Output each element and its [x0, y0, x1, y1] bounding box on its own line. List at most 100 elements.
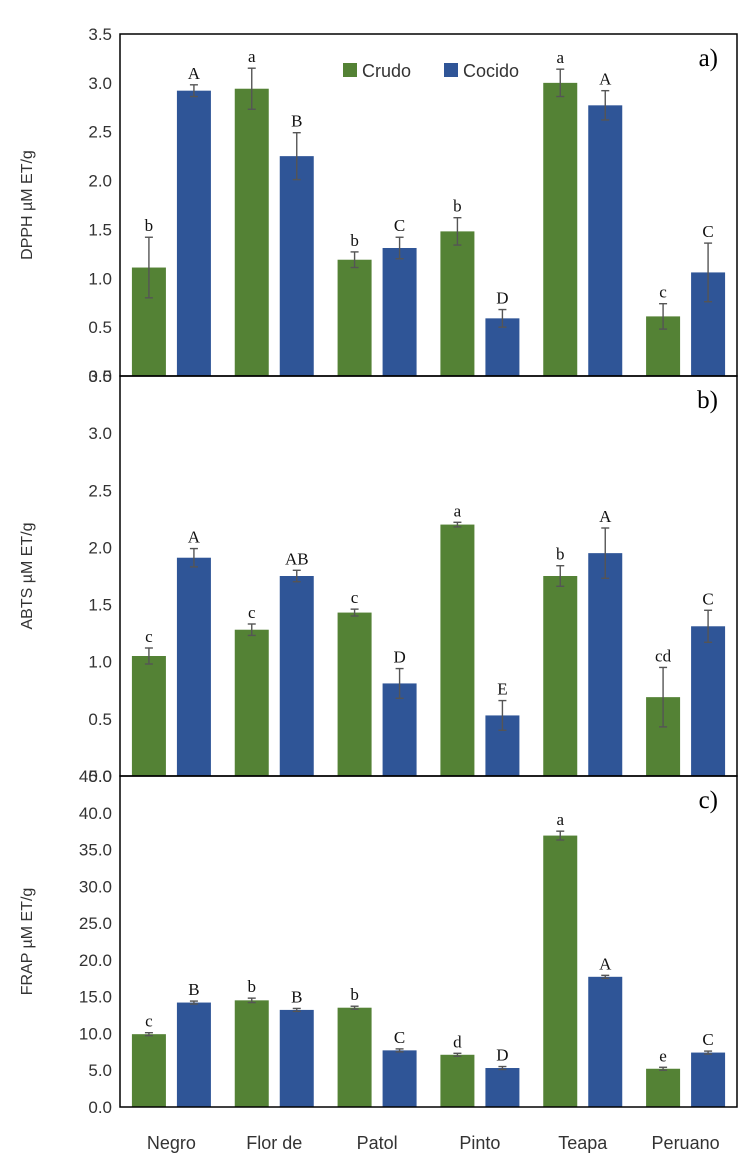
plot-frame — [119, 775, 738, 1108]
plot-frame — [119, 375, 738, 777]
panel-label: a) — [699, 45, 718, 72]
y-tick-label: 20.0 — [79, 951, 112, 970]
significance-letter: b — [453, 197, 462, 216]
bar-crudo-patol — [337, 1007, 372, 1107]
y-tick-label: 5.0 — [88, 1061, 112, 1080]
bar-crudo-flor-de — [234, 629, 269, 776]
y-tick-label: 2.5 — [88, 481, 112, 500]
significance-letter: D — [393, 648, 405, 667]
significance-letter: a — [454, 501, 462, 520]
y-tick-label: 35.0 — [79, 841, 112, 860]
bar-crudo-flor-de — [234, 1000, 269, 1107]
y-tick-label: 3.5 — [88, 367, 112, 386]
y-tick-label: 2.0 — [88, 538, 112, 557]
bar-crudo-teapa — [543, 82, 578, 376]
significance-letter: d — [453, 1032, 462, 1051]
bar-crudo-pinto — [440, 1054, 475, 1107]
bar-crudo-peruano — [646, 1068, 681, 1107]
bar-crudo-flor-de — [234, 88, 269, 376]
bar-crudo-teapa — [543, 835, 578, 1107]
y-tick-label: 2.0 — [88, 172, 112, 191]
significance-letter: c — [145, 1012, 153, 1031]
y-tick-label: 0.5 — [88, 710, 112, 729]
y-tick-label: 1.5 — [88, 596, 112, 615]
significance-letter: c — [145, 627, 153, 646]
bar-crudo-teapa — [543, 576, 578, 776]
significance-letter: B — [188, 980, 199, 999]
bar-cocido-negro — [176, 90, 211, 376]
x-tick-label-peruano: Peruano — [652, 1133, 720, 1153]
bar-cocido-flor-de — [279, 1009, 314, 1107]
y-axis-label: FRAP µM ET/g — [19, 888, 36, 996]
panel-b: 0.0 0.5 1.0 1.5 2.0 2.5 3.0 3.5 ABTS µM ET/g c c c a… — [19, 367, 738, 786]
significance-letter: a — [248, 47, 256, 66]
significance-letter: B — [291, 112, 302, 131]
y-tick-label: 15.0 — [79, 988, 112, 1007]
significance-letter: A — [188, 528, 201, 547]
y-axis-label: DPPH µM ET/g — [19, 150, 36, 260]
bar-crudo-pinto — [440, 524, 475, 776]
bar-cocido-teapa — [588, 976, 623, 1107]
bar-cocido-negro — [176, 1002, 211, 1107]
significance-letter: c — [659, 283, 667, 302]
bar-cocido-teapa — [588, 105, 623, 377]
significance-letter: b — [350, 231, 359, 250]
significance-letter: C — [394, 216, 405, 235]
bar-cocido-pinto — [485, 1068, 520, 1107]
bar-cocido-patol — [382, 247, 417, 376]
bar-cocido-negro — [176, 557, 211, 776]
significance-letter: B — [291, 987, 302, 1006]
legend-label-crudo: Crudo — [362, 61, 411, 81]
bar-crudo-patol — [337, 259, 372, 376]
panel-c: 0.0 5.0 10.0 15.0 20.0 25.0 30.0 35.0 40.0 45.0 FR… — [19, 767, 738, 1117]
y-tick-label: 30.0 — [79, 877, 112, 896]
significance-letter: A — [599, 70, 612, 89]
y-tick-label: 0.0 — [88, 1098, 112, 1117]
significance-letter: A — [599, 954, 612, 973]
significance-letter: C — [702, 1030, 713, 1049]
legend-label-cocido: Cocido — [463, 61, 519, 81]
panel-a: 0.0 0.5 1.0 1.5 2.0 2.5 3.0 3.5 DPPH µM ET/g b a b b… — [19, 25, 738, 386]
significance-letter: c — [248, 603, 256, 622]
significance-letter: c — [351, 588, 359, 607]
bar-cocido-peruano — [691, 1052, 726, 1107]
significance-letter: a — [556, 48, 564, 67]
plot-frame — [119, 33, 738, 377]
significance-letter: C — [702, 222, 713, 241]
significance-letter: b — [556, 545, 565, 564]
legend: Crudo Cocido — [343, 61, 519, 81]
y-tick-label: 40.0 — [79, 804, 112, 823]
bar-crudo-negro — [131, 1034, 166, 1107]
y-tick-label: 3.0 — [88, 424, 112, 443]
significance-letter: A — [599, 507, 612, 526]
y-tick-label: 10.0 — [79, 1024, 112, 1043]
bar-crudo-pinto — [440, 231, 475, 376]
bar-crudo-negro — [131, 656, 166, 776]
y-tick-label: 0.0 — [88, 367, 112, 386]
significance-letter: AB — [285, 549, 309, 568]
bar-cocido-teapa — [588, 553, 623, 776]
significance-letter: A — [188, 64, 201, 83]
y-tick-label: 1.0 — [88, 653, 112, 672]
x-tick-label-negro: Negro — [147, 1133, 196, 1153]
bar-cocido-patol — [382, 1050, 417, 1107]
significance-letter: b — [145, 216, 154, 235]
legend-swatch-cocido — [444, 63, 458, 77]
significance-letter: a — [556, 810, 564, 829]
significance-letter: C — [394, 1028, 405, 1047]
y-tick-label: 45.0 — [79, 767, 112, 786]
x-tick-label-patol: Patol — [357, 1133, 398, 1153]
y-tick-label: 0.0 — [88, 767, 112, 786]
y-tick-label: 25.0 — [79, 914, 112, 933]
y-tick-label: 1.0 — [88, 269, 112, 288]
y-axis-label: ABTS µM ET/g — [19, 522, 36, 629]
significance-letter: D — [496, 1046, 508, 1065]
y-tick-label: 2.5 — [88, 123, 112, 142]
bar-cocido-pinto — [485, 318, 520, 376]
x-tick-label-pinto: Pinto — [459, 1133, 500, 1153]
significance-letter: b — [350, 985, 359, 1004]
bar-cocido-peruano — [691, 626, 726, 776]
x-tick-label-teapa: Teapa — [558, 1133, 608, 1153]
significance-letter: E — [497, 680, 507, 699]
y-tick-label: 0.5 — [88, 318, 112, 337]
